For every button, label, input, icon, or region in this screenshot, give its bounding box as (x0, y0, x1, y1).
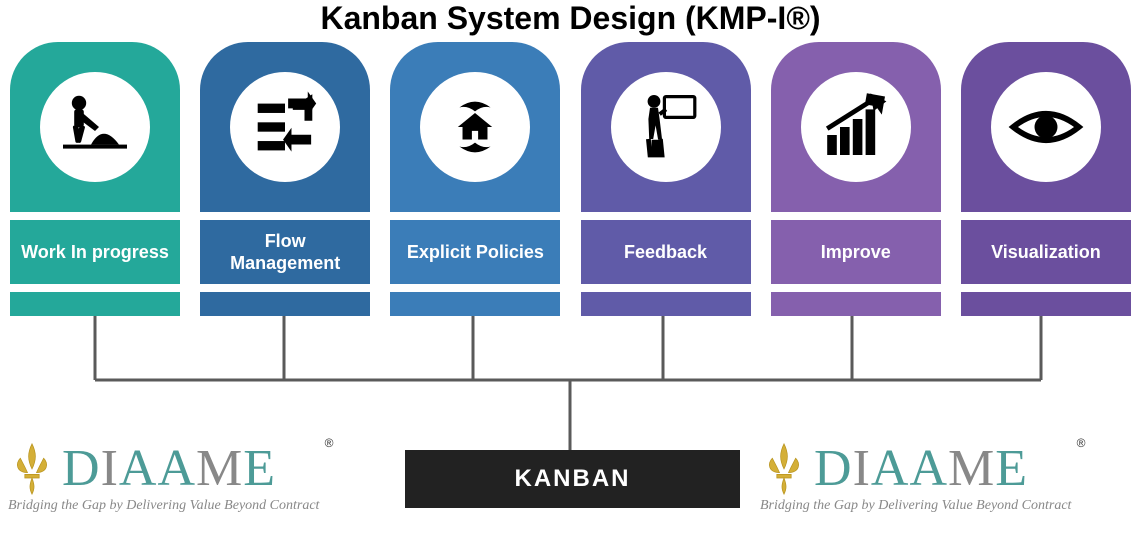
pillar-top (771, 42, 941, 212)
pillar-top (961, 42, 1131, 212)
pillar-visualization: Visualization (961, 42, 1131, 316)
pillar-foot (200, 292, 370, 316)
pillar-label: Visualization (961, 220, 1131, 284)
pillar-policies: Explicit Policies (390, 42, 560, 316)
registered-mark: ® (1077, 436, 1086, 450)
chart-up-icon (801, 72, 911, 182)
pillar-label: Flow Management (200, 220, 370, 284)
pillar-foot (961, 292, 1131, 316)
pillar-foot (581, 292, 751, 316)
brand-logo-right: DIAAME ® Bridging the Gap by Delivering … (760, 442, 1071, 514)
logo-wordmark: DIAAME (62, 443, 276, 495)
pillar-top (581, 42, 751, 212)
flow-arrows-icon (230, 72, 340, 182)
eye-icon (991, 72, 1101, 182)
pillar-label: Improve (771, 220, 941, 284)
registered-mark: ® (325, 436, 334, 450)
pillar-flow: Flow Management (200, 42, 370, 316)
construction-icon (40, 72, 150, 182)
pillar-foot (390, 292, 560, 316)
logo-tagline: Bridging the Gap by Delivering Value Bey… (8, 498, 319, 514)
pillar-top (10, 42, 180, 212)
pillar-foot (771, 292, 941, 316)
pillar-feedback: Feedback (581, 42, 751, 316)
pillar-foot (10, 292, 180, 316)
presenter-icon (611, 72, 721, 182)
pillar-top (200, 42, 370, 212)
pillar-label: Feedback (581, 220, 751, 284)
page-title: Kanban System Design (KMP-I®) (0, 0, 1141, 37)
pillar-wip: Work In progress (10, 42, 180, 316)
pillar-label: Work In progress (10, 220, 180, 284)
pillar-top (390, 42, 560, 212)
fleur-de-lis-icon (8, 442, 56, 496)
kanban-box: KANBAN (405, 450, 740, 508)
brand-logo-left: DIAAME ® Bridging the Gap by Delivering … (8, 442, 319, 514)
pillars-row: Work In progress Flow Management (10, 42, 1131, 316)
pillar-improve: Improve (771, 42, 941, 316)
fleur-de-lis-icon (760, 442, 808, 496)
house-hands-icon (420, 72, 530, 182)
pillar-label: Explicit Policies (390, 220, 560, 284)
logo-tagline: Bridging the Gap by Delivering Value Bey… (760, 498, 1071, 514)
logo-wordmark: DIAAME (814, 443, 1028, 495)
